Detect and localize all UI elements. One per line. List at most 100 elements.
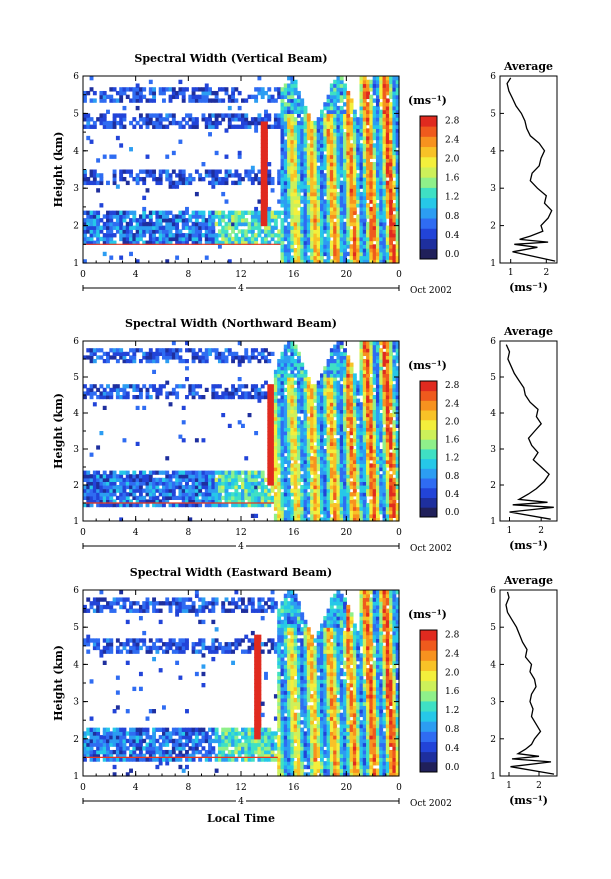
heatmap-cell	[376, 514, 380, 518]
heatmap-cell	[103, 113, 107, 117]
heatmap-cell	[267, 492, 271, 496]
heatmap-cell	[353, 113, 357, 117]
heatmap-cell	[346, 241, 350, 245]
heatmap-cell	[304, 106, 308, 110]
heatmap-cell	[99, 229, 103, 233]
heatmap-cell	[340, 80, 344, 84]
heatmap-cell	[103, 406, 107, 410]
heatmap-cell	[215, 95, 219, 99]
heatmap-cell	[132, 352, 136, 356]
heatmap-cell	[356, 399, 360, 403]
heatmap-cell	[297, 113, 301, 117]
average-profile-line	[507, 78, 555, 261]
heatmap-cell	[99, 177, 103, 181]
heatmap-cell	[264, 199, 268, 203]
heatmap-cell	[353, 420, 357, 424]
heatmap-cell	[346, 489, 350, 493]
heatmap-cell	[257, 226, 261, 230]
heatmap-cell	[215, 173, 219, 177]
heatmap-cell	[350, 214, 354, 218]
heatmap-cell	[205, 95, 209, 99]
heatmap-cell	[313, 471, 317, 475]
heatmap-cell	[132, 359, 136, 363]
heatmap-cell	[287, 496, 291, 500]
heatmap-cell	[215, 117, 219, 121]
heatmap-cell	[225, 181, 229, 185]
heatmap-cell	[389, 177, 393, 181]
heatmap-cell	[205, 83, 209, 87]
heatmap-cell	[132, 492, 136, 496]
heatmap-cell	[274, 460, 278, 464]
heatmap-cell	[264, 128, 268, 132]
heatmap-cell	[172, 151, 176, 155]
average-title: Average	[503, 60, 553, 73]
heatmap-cell	[218, 121, 222, 125]
heatmap-cell	[172, 113, 176, 117]
heatmap-cell	[113, 125, 117, 129]
heatmap-cell	[149, 117, 153, 121]
heatmap-cell	[188, 113, 192, 117]
heatmap-cell	[155, 359, 159, 363]
heatmap-cell	[251, 170, 255, 174]
heatmap-cell	[310, 402, 314, 406]
heatmap-cell	[211, 474, 215, 478]
heatmap-cell	[294, 348, 298, 352]
heatmap-cell	[376, 445, 380, 449]
heatmap-cell	[218, 492, 222, 496]
heatmap-cell	[281, 463, 285, 467]
heatmap-cell	[162, 503, 166, 507]
heatmap-cell	[195, 117, 199, 121]
heatmap-cell	[152, 370, 156, 374]
heatmap-cell	[304, 110, 308, 114]
heatmap-cell	[119, 121, 123, 125]
heatmap-cell	[123, 177, 127, 181]
heatmap-cell	[356, 140, 360, 144]
heatmap-cell	[343, 248, 347, 252]
heatmap-cell	[297, 352, 301, 356]
heatmap-cell	[257, 399, 261, 403]
heatmap-cell	[238, 420, 242, 424]
heatmap-cell	[353, 170, 357, 174]
heatmap-cell	[218, 384, 222, 388]
heatmap-cell	[192, 395, 196, 399]
avg-x-tick-label: 2	[543, 268, 549, 278]
heatmap-cell	[383, 218, 387, 222]
heatmap-cell	[294, 413, 298, 417]
heatmap-cell	[221, 218, 225, 222]
heatmap-cell	[136, 173, 140, 177]
heatmap-cell	[182, 170, 186, 174]
heatmap-cell	[244, 98, 248, 102]
heatmap-cell	[119, 256, 123, 260]
heatmap-cell	[336, 348, 340, 352]
heatmap-cell	[99, 348, 103, 352]
heatmap-cell	[294, 207, 298, 211]
heatmap-cell	[162, 91, 166, 95]
heatmap-cell	[159, 113, 163, 117]
heatmap-cell	[123, 218, 127, 222]
heatmap-cell	[350, 496, 354, 500]
heatmap-cell	[119, 95, 123, 99]
heatmap-cell	[225, 388, 229, 392]
heatmap-cell	[271, 229, 275, 233]
heatmap-cell	[178, 229, 182, 233]
heatmap-cell	[327, 514, 331, 518]
heatmap-cell	[123, 489, 127, 493]
heatmap-cell	[96, 211, 100, 215]
heatmap-cell	[264, 91, 268, 95]
heatmap-cell	[165, 395, 169, 399]
heatmap-cell	[90, 237, 94, 241]
heatmap-cell	[261, 87, 265, 91]
heatmap-cell	[126, 496, 130, 500]
heatmap-cell	[254, 478, 258, 482]
heatmap-cell	[103, 388, 107, 392]
heatmap-cell	[267, 173, 271, 177]
heatmap-cell	[99, 181, 103, 185]
heatmap-cell	[83, 170, 87, 174]
heatmap-cell	[106, 359, 110, 363]
heatmap-cell	[257, 388, 261, 392]
avg-y-tick-label: 6	[490, 72, 496, 82]
heatmap-cell	[185, 377, 189, 381]
panel-title: Spectral Width (Vertical Beam)	[134, 52, 327, 65]
